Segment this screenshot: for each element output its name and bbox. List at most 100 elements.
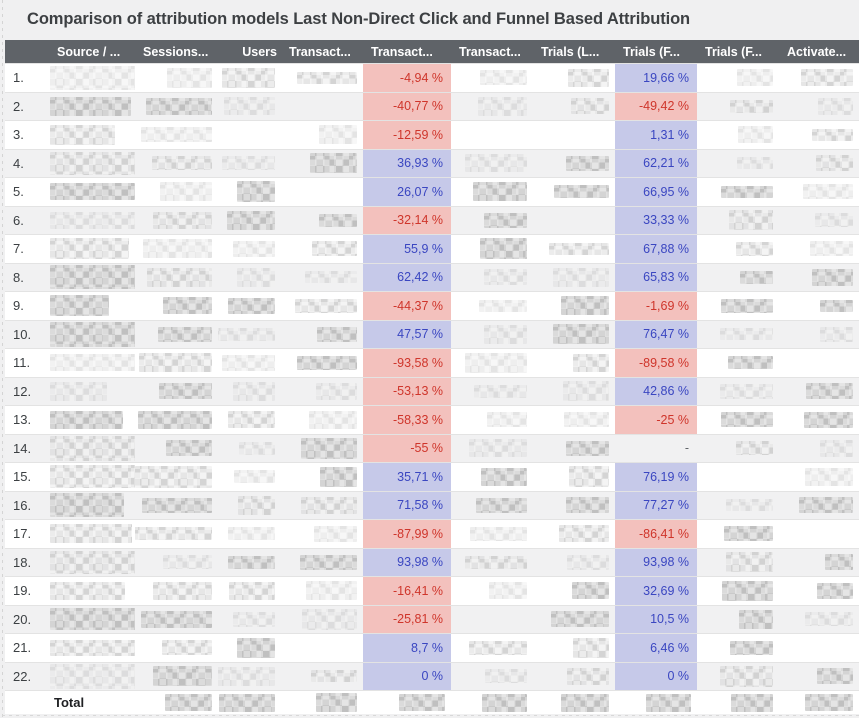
table-row: 12. -53,13 % 42,86 % [5, 376, 859, 405]
source-medium-cell [46, 150, 135, 178]
redacted-value [573, 353, 609, 372]
redacted-value [167, 67, 212, 88]
column-header-users[interactable]: Users [242, 44, 277, 59]
table-row: 4. 36,93 % 62,21 % [5, 148, 859, 178]
redacted-value [646, 693, 691, 712]
users-cell [218, 235, 281, 263]
trials-lndc-cell [533, 577, 615, 605]
redacted-value [569, 466, 609, 488]
trials-fba-cell [697, 321, 779, 349]
transactions-lndc-cell [281, 264, 363, 292]
table-row: 19. -16,41 % 32,69 % [5, 576, 859, 605]
row-number: 16. [13, 497, 32, 513]
trials-lndc-cell [533, 406, 615, 434]
users-cell [218, 435, 281, 463]
trials-lndc-cell [533, 150, 615, 178]
redacted-value [222, 67, 275, 88]
table-row: 7. 55,9 % 67,88 % [5, 234, 859, 263]
redacted-value [153, 666, 212, 687]
transactions-delta-cell: 8,7 % [363, 634, 451, 662]
total-sessions-cell [135, 691, 218, 714]
source-medium-cell [46, 235, 135, 263]
source-medium-cell [46, 435, 135, 463]
column-header-trials-lndc[interactable]: Trials (L... [541, 44, 600, 59]
trials-lndc-cell [533, 463, 615, 491]
redacted-value [478, 96, 527, 116]
redacted-value [728, 356, 773, 370]
redacted-value [302, 608, 357, 630]
transactions-fba-cell [451, 64, 533, 92]
users-cell [218, 178, 281, 206]
redacted-value [720, 328, 773, 341]
redacted-value [739, 609, 773, 629]
redacted-value [730, 640, 773, 655]
transactions-delta-cell: -53,13 % [363, 377, 451, 405]
redacted-value [485, 669, 527, 684]
sessions-cell [135, 634, 218, 662]
sessions-cell [135, 349, 218, 377]
users-cell [218, 150, 281, 178]
table-row: 17. -87,99 % -86,41 % [5, 519, 859, 548]
redacted-value [816, 155, 853, 172]
trials-delta-cell: 76,19 % [615, 463, 697, 491]
redacted-value [722, 580, 773, 601]
trials-fba-cell [697, 634, 779, 662]
sessions-cell [135, 577, 218, 605]
redacted-value [551, 611, 609, 628]
trials-delta-cell: 62,21 % [615, 149, 697, 177]
column-header-trials-delta[interactable]: Trials (F... [623, 44, 680, 59]
transactions-lndc-cell [281, 150, 363, 178]
transactions-delta-cell: -55 % [363, 434, 451, 462]
transactions-delta-cell: -4,94 % [363, 64, 451, 92]
redacted-value [469, 439, 527, 458]
column-header-transactions-lndc[interactable]: Transact... [289, 44, 351, 59]
trials-fba-cell [697, 349, 779, 377]
trials-lndc-cell [533, 549, 615, 577]
transactions-delta-cell: 55,9 % [363, 235, 451, 263]
redacted-value [721, 185, 773, 198]
redacted-value [158, 326, 212, 342]
transactions-lndc-cell [281, 121, 363, 149]
redacted-value [233, 381, 275, 401]
redacted-value [724, 526, 773, 542]
redacted-value [737, 157, 773, 170]
redacted-value [50, 295, 109, 317]
transactions-fba-cell [451, 207, 533, 235]
transactions-lndc-cell [281, 64, 363, 92]
column-header-trials-fba[interactable]: Trials (F... [705, 44, 762, 59]
redacted-value [553, 324, 609, 345]
column-header-sessions[interactable]: Sessions... [143, 44, 209, 59]
column-header-source-medium[interactable]: Source / ... [57, 44, 121, 59]
transactions-lndc-cell [281, 549, 363, 577]
redacted-value [482, 693, 527, 712]
redacted-value [135, 465, 212, 488]
users-cell [218, 64, 281, 92]
transactions-delta-cell: -25,81 % [363, 605, 451, 633]
row-number: 20. [13, 611, 32, 627]
trials-delta-cell: -89,58 % [615, 349, 697, 377]
redacted-value [465, 154, 527, 173]
redacted-value [572, 582, 609, 600]
trials-fba-cell [697, 435, 779, 463]
transactions-lndc-cell [281, 235, 363, 263]
trials-fba-cell [697, 292, 779, 320]
users-cell [218, 292, 281, 320]
users-cell [218, 577, 281, 605]
table-row: 20. -25,81 % 10,5 % [5, 604, 859, 633]
column-header-transactions-delta[interactable]: Transact... [371, 44, 433, 59]
total-transactions-lndc-cell [281, 691, 363, 714]
column-header-activations[interactable]: Activate... [787, 44, 847, 59]
activations-cell [779, 121, 859, 149]
users-cell [218, 93, 281, 121]
row-number: 22. [13, 668, 32, 684]
column-header-transactions-fba[interactable]: Transact... [459, 44, 521, 59]
trials-delta-cell: 32,69 % [615, 577, 697, 605]
trials-fba-cell [697, 121, 779, 149]
transactions-delta-cell: -58,33 % [363, 406, 451, 434]
transactions-delta-cell: -87,99 % [363, 520, 451, 548]
sessions-cell [135, 178, 218, 206]
activations-cell [779, 520, 859, 548]
redacted-value [479, 299, 527, 312]
table-row: 1. -4,94 % 19,66 % [5, 63, 859, 92]
